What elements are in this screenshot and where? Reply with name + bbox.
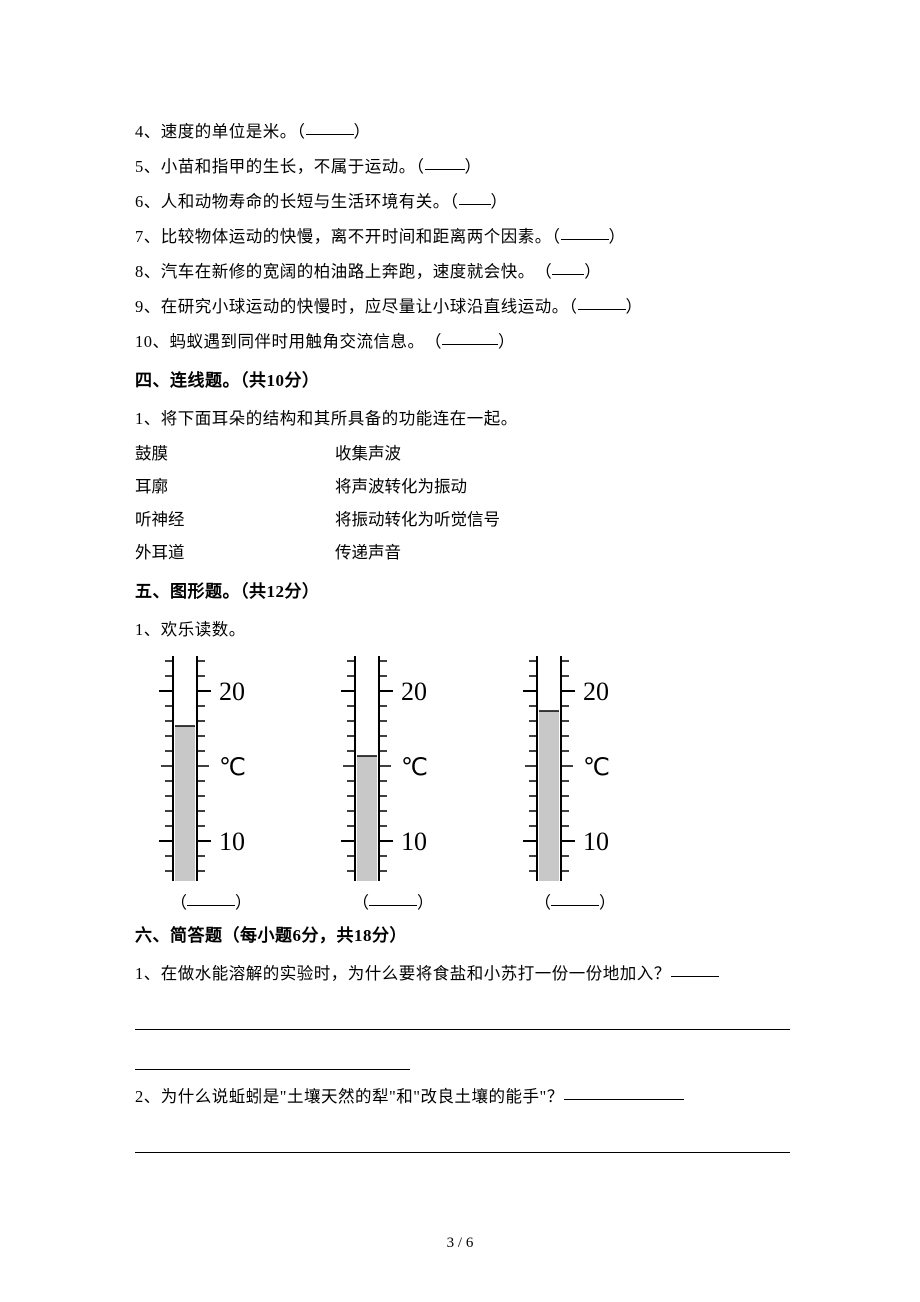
question-text: 人和动物寿命的长短与生活环境有关。: [161, 192, 450, 211]
answer-line[interactable]: [135, 1127, 790, 1153]
question-text: 1、在做水能溶解的实验时，为什么要将食盐和小苏打一份一份地加入？: [135, 964, 671, 983]
answer-blank[interactable]: [369, 890, 417, 907]
question-number: 8、: [135, 262, 161, 281]
answer-blank[interactable]: [561, 224, 609, 241]
match-left: 外耳道: [135, 536, 335, 569]
answer-blank[interactable]: [578, 294, 626, 311]
judgment-question: 9、在研究小球运动的快慢时，应尽量让小球沿直线运动。（）: [135, 290, 790, 323]
match-left: 耳廓: [135, 470, 335, 503]
match-left: 听神经: [135, 503, 335, 536]
thermometer-answer-cell: （）: [323, 889, 463, 913]
match-right: 将声波转化为振动: [335, 470, 790, 503]
thermometer-answer-cell: （）: [141, 889, 281, 913]
thermometer: 20 10 ℃: [505, 656, 645, 881]
match-left: 鼓膜: [135, 437, 335, 470]
question-text: 2、为什么说蚯蚓是"土壤天然的犁"和"改良土壤的能手"？: [135, 1087, 564, 1106]
match-right: 传递声音: [335, 536, 790, 569]
answer-blank[interactable]: [671, 961, 719, 978]
question-number: 4、: [135, 122, 161, 141]
answer-blank[interactable]: [552, 259, 584, 276]
svg-text:℃: ℃: [219, 755, 246, 781]
thermometer: 20 10 ℃: [323, 656, 463, 881]
thermometer-answer-cell: （）: [505, 889, 645, 913]
answer-blank[interactable]: [187, 890, 235, 907]
answer-blank[interactable]: [564, 1084, 684, 1101]
match-row: 听神经将振动转化为听觉信号: [135, 503, 790, 536]
section4-intro: 1、将下面耳朵的结构和其所具备的功能连在一起。: [135, 402, 790, 435]
section5-heading: 五、图形题。（共12分）: [135, 575, 790, 609]
question-number: 9、: [135, 297, 161, 316]
question-text: 在研究小球运动的快慢时，应尽量让小球沿直线运动。: [161, 297, 569, 316]
svg-text:20: 20: [219, 677, 245, 706]
judgment-question: 4、速度的单位是米。（）: [135, 115, 790, 148]
question-text: 汽车在新修的宽阔的柏油路上奔跑，速度就会快。: [161, 262, 544, 281]
answer-line[interactable]: [135, 1044, 410, 1070]
thermometer-figure: 20 10 ℃: [505, 656, 645, 881]
question-text: 蚂蚁遇到同伴时用触角交流信息。: [170, 332, 434, 351]
question-number: 10、: [135, 332, 170, 351]
thermometer: 20 10 ℃: [141, 656, 281, 881]
match-right: 将振动转化为听觉信号: [335, 503, 790, 536]
question-text: 小苗和指甲的生长，不属于运动。: [161, 157, 416, 176]
answer-blank[interactable]: [459, 189, 491, 206]
answer-blank[interactable]: [425, 154, 465, 171]
judgment-question: 6、人和动物寿命的长短与生活环境有关。（）: [135, 185, 790, 218]
svg-text:10: 10: [219, 827, 245, 856]
svg-text:℃: ℃: [583, 755, 610, 781]
section5-intro: 1、欢乐读数。: [135, 613, 790, 646]
match-row: 耳廓将声波转化为振动: [135, 470, 790, 503]
judgment-question: 8、汽车在新修的宽阔的柏油路上奔跑，速度就会快。 （）: [135, 255, 790, 288]
match-row: 外耳道传递声音: [135, 536, 790, 569]
section4-heading: 四、连线题。（共10分）: [135, 364, 790, 398]
question-text: 速度的单位是米。: [161, 122, 297, 141]
question-number: 7、: [135, 227, 161, 246]
svg-text:10: 10: [583, 827, 609, 856]
thermometer-figure: 20 10 ℃: [323, 656, 463, 881]
judgment-question: 7、比较物体运动的快慢，离不开时间和距离两个因素。（）: [135, 220, 790, 253]
question-number: 5、: [135, 157, 161, 176]
svg-text:20: 20: [401, 677, 427, 706]
section6-heading: 六、简答题（每小题6分，共18分）: [135, 919, 790, 953]
answer-blank[interactable]: [306, 119, 354, 136]
thermometer-figure: 20 10 ℃: [141, 656, 281, 881]
short-answer-question: 2、为什么说蚯蚓是"土壤天然的犁"和"改良土壤的能手"？: [135, 1080, 790, 1113]
question-number: 6、: [135, 192, 161, 211]
short-answer-question: 1、在做水能溶解的实验时，为什么要将食盐和小苏打一份一份地加入？: [135, 957, 790, 990]
judgment-question: 10、蚂蚁遇到同伴时用触角交流信息。 （）: [135, 325, 790, 358]
svg-text:10: 10: [401, 827, 427, 856]
match-row: 鼓膜收集声波: [135, 437, 790, 470]
answer-blank[interactable]: [442, 329, 498, 346]
answer-blank[interactable]: [551, 890, 599, 907]
page-number: 3 / 6: [0, 1235, 920, 1252]
question-text: 比较物体运动的快慢，离不开时间和距离两个因素。: [161, 227, 552, 246]
svg-text:℃: ℃: [401, 755, 428, 781]
svg-text:20: 20: [583, 677, 609, 706]
judgment-question: 5、小苗和指甲的生长，不属于运动。（）: [135, 150, 790, 183]
match-right: 收集声波: [335, 437, 790, 470]
answer-line[interactable]: [135, 1004, 790, 1030]
